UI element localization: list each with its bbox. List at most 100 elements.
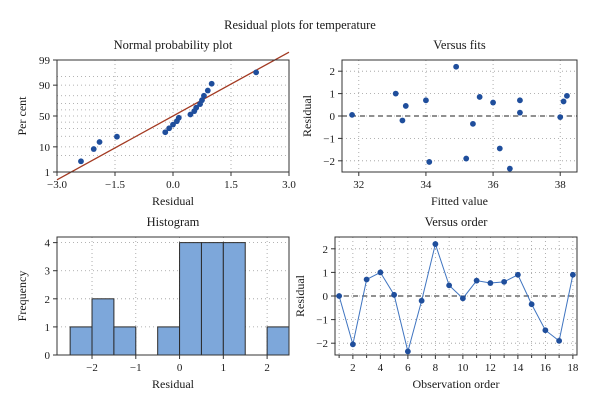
y-tick-label: −2 xyxy=(316,338,328,350)
y-tick-label: 50 xyxy=(39,111,51,123)
y-tick-label: 1 xyxy=(45,322,51,334)
data-point xyxy=(166,125,173,132)
data-point xyxy=(418,297,425,304)
figure-title: Residual plots for temperature xyxy=(224,18,376,32)
x-tick-label: 2 xyxy=(264,362,270,374)
y-tick-label: 99 xyxy=(39,55,51,67)
y-tick-label: 4 xyxy=(45,238,51,250)
data-point xyxy=(506,165,513,172)
histogram-x-axis-label: Residual xyxy=(152,377,195,391)
y-tick-label: 2 xyxy=(323,244,329,256)
data-point xyxy=(204,87,211,94)
data-point xyxy=(162,129,169,136)
y-tick-label: 0 xyxy=(330,111,336,123)
data-point xyxy=(556,337,563,344)
data-point xyxy=(199,97,205,104)
data-point xyxy=(78,158,84,165)
data-point xyxy=(402,103,409,109)
histogram-plot-frame xyxy=(56,236,290,356)
histogram-bar xyxy=(200,242,224,356)
data-point xyxy=(501,278,508,285)
fits-panel: Versus fits 32 34 36 38 −2 −1 0 1 2 Fitted value Re… xyxy=(300,38,578,208)
fit-line xyxy=(56,51,290,181)
x-tick-label: 8 xyxy=(433,362,439,374)
x-tick-label: 1 xyxy=(221,362,227,374)
data-point xyxy=(542,327,549,334)
histogram-panel: Histogram −2 −1 0 1 2 0 1 2 3 4 Residual Frequency xyxy=(15,215,290,391)
x-tick-label: 0.0 xyxy=(166,179,180,191)
data-point xyxy=(201,92,207,99)
data-point xyxy=(564,92,570,99)
data-point xyxy=(432,241,439,247)
data-point xyxy=(187,111,194,118)
data-point xyxy=(470,120,476,127)
data-point xyxy=(528,301,535,308)
data-point xyxy=(404,348,411,355)
x-tick-label: 36 xyxy=(488,179,500,191)
data-point xyxy=(473,277,480,284)
x-tick-label: 2 xyxy=(350,362,356,374)
data-point xyxy=(399,117,406,124)
data-point xyxy=(391,291,398,298)
histogram-bar xyxy=(113,326,137,356)
normal-title: Normal probability plot xyxy=(114,38,233,52)
data-point xyxy=(175,114,182,121)
y-tick-label: 2 xyxy=(45,294,51,306)
series-line xyxy=(338,242,574,352)
y-tick-label: 0 xyxy=(323,291,329,303)
x-tick-label: 14 xyxy=(512,362,524,374)
data-point xyxy=(487,280,494,286)
y-tick-label: 90 xyxy=(39,80,51,92)
data-point xyxy=(349,111,355,118)
y-tick-label: −2 xyxy=(323,156,335,168)
data-point xyxy=(490,99,496,106)
data-point xyxy=(170,121,176,128)
histogram-bar xyxy=(157,326,181,356)
fits-y-axis-label: Residual xyxy=(300,94,314,137)
y-tick-label: 10 xyxy=(39,142,51,154)
data-point xyxy=(363,276,370,283)
data-point xyxy=(208,80,215,87)
x-tick-label: −3.0 xyxy=(47,179,67,191)
data-point xyxy=(377,269,384,276)
order-y-axis-label: Residual xyxy=(293,274,307,317)
data-point xyxy=(514,271,521,278)
fits-x-axis-label: Fitted value xyxy=(431,194,488,208)
x-tick-label: 6 xyxy=(405,362,411,374)
x-tick-label: 18 xyxy=(567,362,579,374)
normal-x-axis-label: Residual xyxy=(152,194,195,208)
histogram-bar xyxy=(91,298,115,356)
data-point xyxy=(517,109,523,116)
y-tick-label: −1 xyxy=(316,315,328,327)
histogram-bar xyxy=(266,326,290,356)
x-tick-label: −1 xyxy=(130,362,142,374)
y-tick-label: −1 xyxy=(323,133,335,145)
data-point xyxy=(569,271,576,278)
x-tick-label: −1.5 xyxy=(105,179,125,191)
data-point xyxy=(96,139,103,145)
x-tick-label: 38 xyxy=(555,179,567,191)
data-point xyxy=(336,293,343,299)
histogram-bar xyxy=(69,326,93,356)
x-tick-label: 16 xyxy=(540,362,552,374)
x-tick-label: −2 xyxy=(86,362,98,374)
data-point xyxy=(517,97,523,104)
data-point xyxy=(476,94,483,100)
fits-title: Versus fits xyxy=(433,38,486,52)
normal-y-axis-label: Per cent xyxy=(15,96,29,136)
x-tick-label: 4 xyxy=(378,362,384,374)
y-tick-label: 1 xyxy=(323,267,329,279)
data-point xyxy=(423,97,429,104)
y-tick-label: 1 xyxy=(330,89,336,101)
y-tick-label: 1 xyxy=(45,167,51,179)
y-tick-label: 3 xyxy=(45,266,51,278)
data-point xyxy=(253,69,260,76)
data-point xyxy=(459,295,466,302)
data-point xyxy=(114,133,120,140)
order-title: Versus order xyxy=(425,215,489,229)
normal-panel: Normal probability plot −3.0 −1.5 0.0 1.5 3.0… xyxy=(15,38,296,208)
data-point xyxy=(453,63,460,70)
data-point xyxy=(392,90,399,97)
